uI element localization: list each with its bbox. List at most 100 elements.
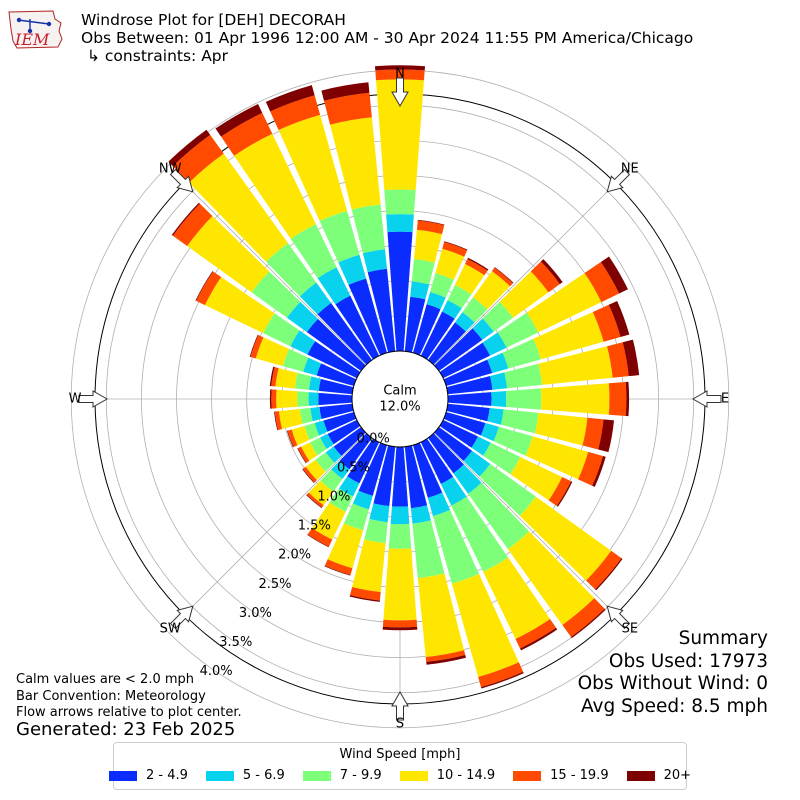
bar-100-deg-bin-2 <box>487 407 504 425</box>
bar-170-deg-bin-6 <box>426 655 466 665</box>
bar-30-deg-bin-4 <box>454 264 485 295</box>
bar-160-deg-bin-3 <box>432 509 479 584</box>
bar-10-deg-bin-2 <box>410 281 430 300</box>
bar-210-deg-bin-1 <box>347 438 380 484</box>
bar-290-deg-bin-5 <box>250 335 264 359</box>
bar-0-deg-bin-6 <box>374 65 426 71</box>
bar-150-deg-bin-3 <box>451 496 509 572</box>
bar-150-deg-bin-5 <box>515 619 557 649</box>
bar-10-deg-bin-4 <box>413 229 443 263</box>
bar-300-deg-bin-4 <box>204 277 275 334</box>
legend: Wind Speed [mph] 2 - 4.9 5 - 6.9 7 - 9.9 10… <box>108 742 691 790</box>
flow-arrow-icon <box>169 168 194 193</box>
bar-230-deg-bin-1 <box>333 427 366 457</box>
bar-0-deg-bin-5 <box>375 69 425 81</box>
bar-230-deg-bin-3 <box>315 452 335 472</box>
grid-spoke <box>433 432 616 615</box>
bar-110-deg-bin-1 <box>443 411 486 436</box>
bar-310-deg-bin-1 <box>306 318 366 371</box>
bar-330-deg-bin-2 <box>317 267 351 305</box>
bar-350-deg-bin-4 <box>330 117 381 210</box>
bar-0-deg-bin-2 <box>386 214 414 233</box>
bar-290-deg-bin-3 <box>282 348 309 372</box>
bar-convention-note: Bar Convention: Meteorology <box>16 689 206 704</box>
bar-150-deg-bin-4 <box>483 557 551 639</box>
bar-70-deg-bin-5 <box>592 304 621 342</box>
bar-50-deg-bin-5 <box>530 261 560 293</box>
flow-arrow-icon <box>391 690 409 721</box>
calm-circle <box>351 350 449 448</box>
legend-label: 20+ <box>663 768 692 783</box>
bar-30-deg-bin-2 <box>442 300 462 319</box>
bar-260-deg-bin-5 <box>274 411 283 431</box>
bar-240-deg-bin-3 <box>309 437 327 456</box>
legend-label: 2 - 4.9 <box>145 768 188 783</box>
flow-arrow-icon <box>391 77 409 108</box>
bar-240-deg-bin-6 <box>297 448 307 464</box>
bar-120-deg-bin-4 <box>510 456 563 501</box>
bar-270-deg-bin-6 <box>269 389 272 409</box>
bar-280-deg-bin-4 <box>275 368 298 389</box>
bar-40-deg-bin-3 <box>462 297 488 323</box>
chart-title: Windrose Plot for [DEH] DECORAH <box>81 11 346 29</box>
bar-190-deg-bin-4 <box>352 539 386 593</box>
bar-40-deg-bin-1 <box>428 322 466 365</box>
bar-350-deg-bin-1 <box>367 268 396 353</box>
radial-tick-label: 0.0% <box>357 431 390 446</box>
summary-obs-without-wind: Obs Without Wind: 0 <box>577 673 768 694</box>
bar-10-deg-bin-5 <box>416 220 445 235</box>
bar-10-deg-bin-1 <box>404 296 426 353</box>
bar-260-deg-bin-1 <box>319 403 354 420</box>
bar-60-deg-bin-4 <box>526 273 602 333</box>
bar-20-deg-bin-1 <box>412 304 441 356</box>
legend-items: 2 - 4.9 5 - 6.9 7 - 9.9 10 - 14.9 15 - 19.9 2… <box>108 768 691 783</box>
bar-270-deg-bin-2 <box>308 392 319 406</box>
calm-label: Calm <box>383 384 416 399</box>
bar-60-deg-bin-3 <box>497 312 539 348</box>
chart-labels: N NE E SE S SW W NW 0.0% 0.5% 1.0% 1.5% 2.0% 2.5% 3.0%… <box>69 67 730 732</box>
bar-250-deg-bin-6 <box>286 430 294 448</box>
bar-150-deg-bin-6 <box>520 627 558 651</box>
bar-320-deg-bin-1 <box>317 303 372 365</box>
bar-240-deg-bin-5 <box>297 446 310 463</box>
bar-220-deg-bin-2 <box>331 460 350 480</box>
bar-60-deg-bin-5 <box>584 261 620 303</box>
bar-260-deg-bin-4 <box>278 409 303 430</box>
bar-60-deg-bin-6 <box>600 256 628 294</box>
bar-40-deg-bin-2 <box>455 312 475 332</box>
bar-10-deg-bin-6 <box>417 219 445 226</box>
legend-label: 10 - 14.9 <box>436 768 496 783</box>
bar-120-deg-bin-2 <box>471 436 491 456</box>
bar-330-deg-bin-4 <box>234 133 316 239</box>
bar-160-deg-bin-6 <box>481 671 524 689</box>
bar-350-deg-bin-3 <box>351 204 386 254</box>
bar-90-deg-bin-2 <box>491 391 507 407</box>
bar-100-deg-bin-1 <box>446 403 490 422</box>
bar-270-deg-bin-3 <box>297 391 309 407</box>
bar-80-deg-bin-1 <box>446 376 493 395</box>
bar-100-deg-bin-4 <box>534 412 588 446</box>
legend-item: 5 - 6.9 <box>205 768 285 783</box>
bar-80-deg-bin-3 <box>504 363 543 389</box>
compass-label-nw: NW <box>159 162 182 177</box>
bar-130-deg-bin-4 <box>519 496 612 581</box>
bar-30-deg-bin-5 <box>464 258 488 276</box>
bar-210-deg-bin-2 <box>338 476 360 497</box>
bar-130-deg-bin-3 <box>479 463 536 516</box>
bar-30-deg-bin-6 <box>467 257 489 271</box>
bar-200-deg-bin-3 <box>343 503 369 531</box>
bar-40-deg-bin-4 <box>473 271 511 310</box>
bar-220-deg-bin-5 <box>306 492 324 508</box>
bar-280-deg-bin-1 <box>318 378 354 395</box>
bar-200-deg-bin-2 <box>352 490 373 510</box>
bar-350-deg-bin-2 <box>362 249 388 273</box>
bar-40-deg-bin-5 <box>491 267 513 287</box>
bar-320-deg-bin-2 <box>299 282 332 315</box>
bar-340-deg-bin-3 <box>319 210 360 263</box>
bar-220-deg-bin-3 <box>320 469 343 492</box>
legend-swatch <box>108 770 137 781</box>
bar-300-deg-bin-1 <box>307 341 361 379</box>
legend-swatch <box>513 770 542 781</box>
legend-item: 20+ <box>626 768 692 783</box>
